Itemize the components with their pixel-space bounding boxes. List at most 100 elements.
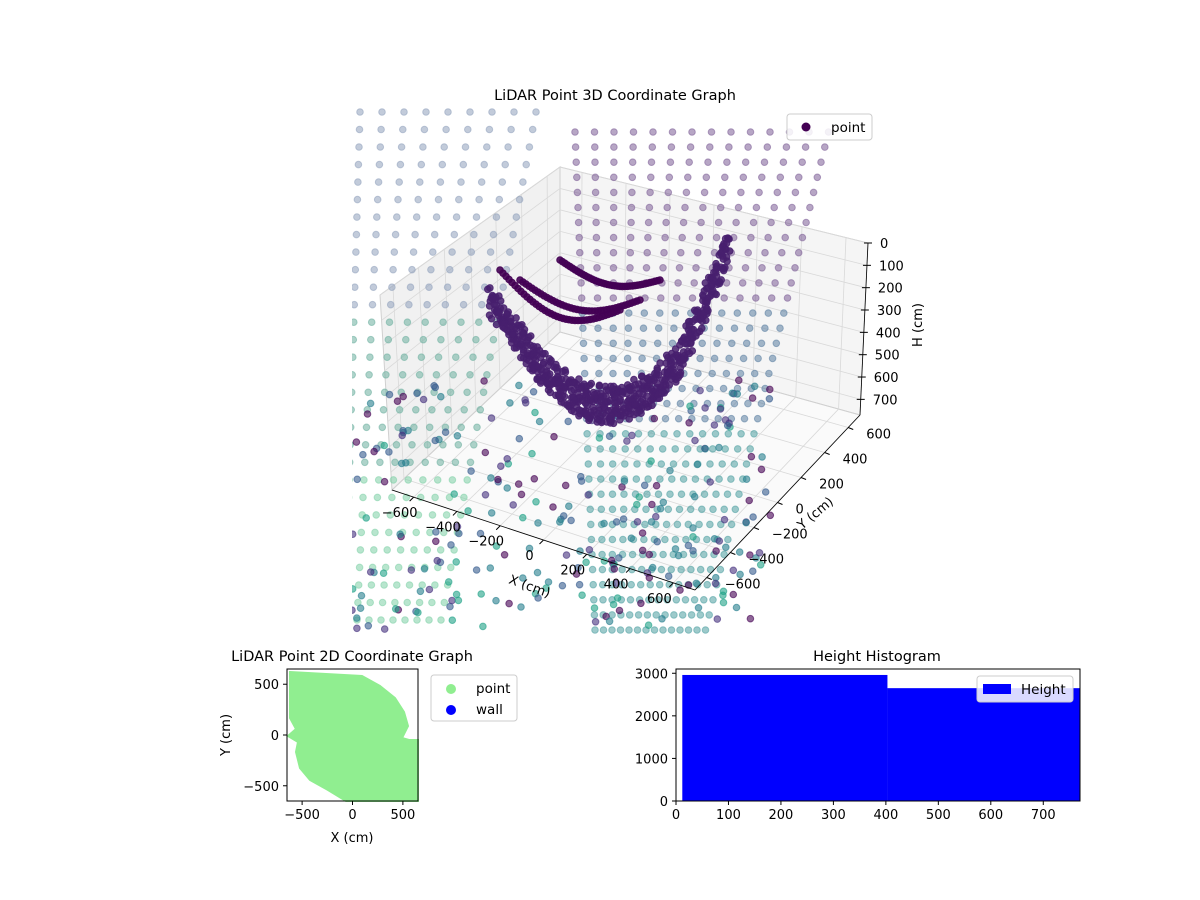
- chart3d-point: [591, 618, 600, 626]
- chart3d-point: [664, 572, 673, 581]
- chart3d-point: [674, 279, 682, 287]
- chart3d-point: [481, 491, 490, 499]
- chart3d-point: [366, 598, 375, 607]
- chart3d-point: [610, 143, 618, 151]
- chart3d-point: [727, 475, 735, 483]
- chart3d-point: [757, 399, 766, 408]
- chart3d-point: [590, 128, 599, 136]
- chart3d-point: [444, 406, 452, 414]
- chart2d-x-axis-label: X (cm): [331, 831, 374, 846]
- chart3d-point: [598, 535, 606, 544]
- chart3d-point: [574, 203, 582, 212]
- chart3d-point: [402, 493, 411, 502]
- chart3d-point: [733, 390, 742, 398]
- chart3d-point: [696, 611, 705, 619]
- chart3d-point: [747, 233, 755, 242]
- chart3d-point: [380, 581, 388, 589]
- chart3d-point: [659, 264, 667, 272]
- chart3d-point: [446, 265, 454, 274]
- chart3d-point: [609, 324, 618, 333]
- chart3d-point: [746, 551, 754, 559]
- chart3d-point: [472, 566, 481, 574]
- chart3d-point: [806, 203, 814, 212]
- chart3d-point: [687, 611, 696, 619]
- chart3d-point: [439, 318, 447, 327]
- chart3d-point: [352, 230, 361, 239]
- chart3d-point: [716, 405, 725, 413]
- chart3d-point: [723, 158, 731, 166]
- chart3d-point: [621, 430, 630, 438]
- chart3d-point: [616, 306, 624, 314]
- chart3d-point: [609, 354, 617, 363]
- chart3d-point: [710, 354, 719, 363]
- chart3d-point: [599, 626, 608, 634]
- chart3d-point: [729, 590, 738, 599]
- chart3d-point: [671, 445, 680, 453]
- chart3d-point: [696, 565, 705, 574]
- histogram-frame: [675, 668, 1081, 802]
- chart3d-point: [517, 490, 526, 499]
- chart3d-point: [685, 419, 693, 427]
- chart3d-x-axis-line: [391, 489, 696, 591]
- chart3d-point: [802, 218, 810, 227]
- chart3d-point: [633, 445, 642, 453]
- chart3d-point: [564, 417, 573, 426]
- chart3d-point: [654, 596, 662, 604]
- chart3d-point: [528, 125, 537, 134]
- chart3d-point: [721, 173, 729, 182]
- chart3d-point: [698, 430, 707, 438]
- chart3d-point: [664, 505, 673, 514]
- chart3d-point: [750, 382, 759, 391]
- chart3d-point: [436, 458, 445, 467]
- histogram-title: Height Histogram: [813, 649, 941, 665]
- chart3d-point: [596, 389, 605, 398]
- chart3d-point: [681, 203, 689, 212]
- chart3d-point: [503, 310, 511, 318]
- chart3d-x-tick: [495, 525, 501, 531]
- chart3d-point: [638, 529, 647, 537]
- chart3d-point: [463, 476, 472, 484]
- chart3d-point: [737, 188, 745, 197]
- chart3d-point: [645, 573, 654, 582]
- lidar-3d-chart: LiDAR Point 3D Coordinate Graph −600 −400…: [352, 88, 926, 634]
- chart3d-point: [447, 563, 455, 572]
- chart3d-point: [672, 596, 681, 604]
- chart3d-point: [637, 599, 645, 608]
- chart3d-point: [634, 611, 643, 619]
- chart3d-point: [576, 248, 584, 257]
- chart3d-point: [668, 475, 676, 483]
- chart3d-point: [579, 324, 587, 333]
- chart3d-point: [464, 265, 473, 274]
- chart3d-point: [470, 230, 478, 239]
- chart3d-point: [658, 445, 667, 453]
- chart3d-point: [679, 356, 688, 364]
- chart3d-point: [662, 218, 670, 227]
- chart3d-point: [480, 160, 489, 169]
- chart3d-point: [450, 230, 459, 239]
- chart3d-point: [353, 195, 362, 204]
- chart3d-point: [656, 504, 665, 513]
- chart3d-y-tick-label: 200: [819, 478, 844, 493]
- chart3d-point: [640, 535, 648, 544]
- chart3d-point: [403, 598, 412, 607]
- chart3d-point: [391, 605, 400, 613]
- chart3d-point: [592, 203, 600, 212]
- chart3d-point: [780, 309, 788, 317]
- chart3d-point: [647, 457, 655, 465]
- chart3d-axes: −600 −400 −200 0 200 400 600 −600 −400 −200 0 200 40…: [382, 237, 904, 607]
- chart3d-point: [749, 513, 757, 521]
- chart3d-point: [745, 324, 754, 333]
- chart3d-point: [700, 188, 709, 197]
- chart3d-point: [574, 218, 583, 227]
- chart3d-point: [595, 369, 603, 378]
- chart3d-point: [692, 264, 700, 272]
- chart3d-point: [733, 445, 742, 453]
- chart3d-point: [794, 248, 803, 257]
- chart3d-point: [642, 505, 650, 514]
- chart3d-point: [439, 441, 447, 449]
- chart3d-point: [388, 493, 396, 502]
- chart3d-point: [615, 554, 623, 562]
- chart3d-y-tick: [730, 552, 736, 555]
- chart3d-point: [390, 248, 399, 256]
- chart3d-point: [352, 388, 356, 397]
